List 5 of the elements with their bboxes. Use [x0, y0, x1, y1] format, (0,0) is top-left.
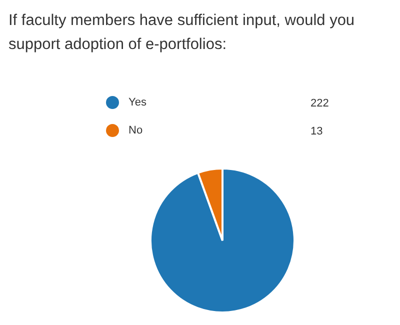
legend-label: Yes	[128, 96, 147, 108]
data-label: 222	[310, 98, 329, 110]
data-label: 13	[310, 126, 323, 138]
chart-title: If faculty members have sufficient input, would you support adoption of e-portfolios:	[8, 12, 355, 53]
legend-label: No	[128, 124, 143, 136]
